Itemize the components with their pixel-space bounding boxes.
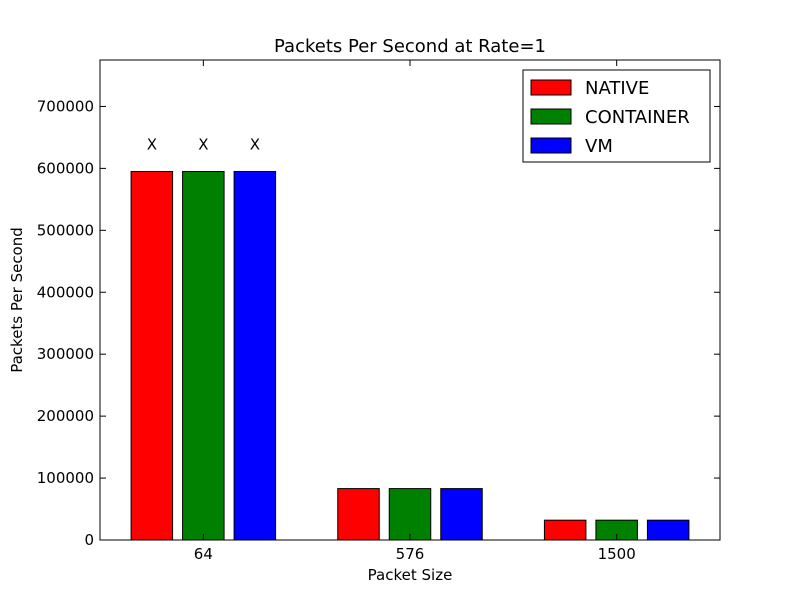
plot-area: X X X 0 100000 200000 300000 400000 500000 600000… (37, 59, 721, 563)
y-tick-label: 600000 (37, 159, 94, 177)
legend-label-vm: VM (585, 136, 613, 157)
chart-title: Packets Per Second at Rate=1 (274, 36, 546, 57)
bar-annotation: X (198, 135, 208, 153)
bar-native-1500 (543, 519, 587, 541)
bar-annotation: X (147, 135, 157, 153)
bar-vm-64 (233, 170, 277, 541)
y-axis-label: Packets Per Second (8, 227, 26, 373)
bar-native-576 (337, 488, 380, 541)
legend-label-native: NATIVE (585, 78, 649, 99)
legend: NATIVE CONTAINER VM (522, 69, 711, 163)
legend-label-container: CONTAINER (585, 107, 690, 128)
x-tick-label: 64 (194, 545, 213, 563)
y-tick-label: 500000 (37, 221, 94, 239)
x-tick-label: 576 (396, 545, 425, 563)
bar-vm-576 (440, 488, 483, 541)
y-tick-label: 200000 (37, 407, 94, 425)
y-tick-label: 700000 (37, 97, 94, 115)
bar-container-64 (182, 170, 225, 541)
bar-annotation: X (250, 135, 260, 153)
y-tick-label: 300000 (37, 345, 94, 363)
legend-swatch-native (530, 79, 572, 96)
bar-vm-1500 (646, 519, 690, 541)
bar-native-64 (130, 170, 174, 541)
y-tick-label: 400000 (37, 283, 94, 301)
y-tick-label: 0 (84, 531, 94, 549)
legend-swatch-container (530, 108, 572, 125)
y-tick-label: 100000 (37, 469, 94, 487)
legend-swatch-vm (530, 137, 572, 154)
x-axis-label: Packet Size (368, 566, 453, 584)
bar-container-576 (388, 488, 432, 541)
x-tick-label: 1500 (598, 545, 636, 563)
